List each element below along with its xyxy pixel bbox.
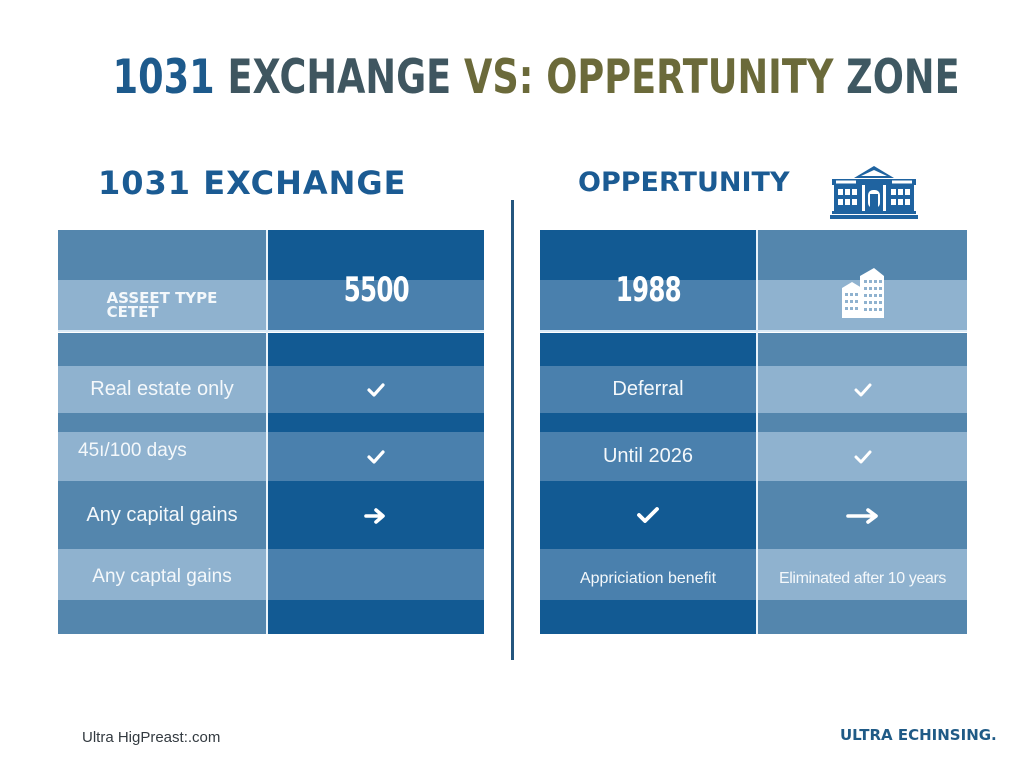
appreciation-benefit-text: Appriciation benefit [579, 570, 717, 587]
real-estate-cell: Real estate only [58, 366, 266, 413]
check-cell [540, 481, 756, 549]
arrow-right-icon [845, 507, 880, 525]
check-icon [854, 450, 872, 464]
exchange-col-criteria: ASSEET TYPE CETET Real estate only 45ı/1… [58, 230, 266, 634]
eliminated-text: Eliminated after 10 years [779, 570, 946, 587]
eliminated-cell: Eliminated after 10 years [758, 549, 967, 600]
exchange-1031-table: ASSEET TYPE CETET Real estate only 45ı/1… [58, 230, 484, 634]
opportunity-col-values: 1988 Deferral Until 2026 Appriciation be… [540, 230, 756, 634]
number-5500: 5500 [343, 270, 409, 310]
footer-website: Ultra HigPreast:.com [82, 729, 221, 746]
title-part-exchange: EXCHANGE [227, 50, 452, 105]
title-part-1031: 1031 [112, 50, 215, 105]
arrow-cell [758, 481, 967, 549]
check-icon [854, 383, 872, 397]
capital-gains-cell: Any capital gains [58, 481, 266, 549]
appreciation-cell: Appriciation benefit [540, 549, 756, 600]
asset-type-label-line1: ASSEET TYPE [106, 289, 218, 307]
center-divider [511, 200, 514, 660]
real-estate-only-text: Real estate only [90, 378, 234, 400]
opportunity-zone-table: 1988 Deferral Until 2026 Appriciation be… [540, 230, 967, 634]
title-part-vs-opportunity: VS: OPPERTUNITY [463, 50, 834, 105]
capital-gains-cell-2: Any captal gains [58, 549, 266, 600]
days-cell: 45ı/100 days [58, 432, 266, 481]
capital-gains-text: Any capital gains [86, 503, 238, 526]
until-2026-text: Until 2026 [602, 445, 694, 467]
title-part-zone: ZONE [846, 50, 960, 105]
deferral-text: Deferral [612, 378, 684, 400]
days-text: 45ı/100 days [78, 440, 187, 461]
asset-type-cell: ASSEET TYPE CETET [58, 280, 266, 330]
main-title: 1031 EXCHANGE VS: OPPERTUNITY ZONE [112, 50, 960, 105]
column-separator [756, 230, 758, 634]
building-icon-cell [758, 268, 967, 330]
row-separator [540, 330, 967, 332]
asset-type-label-line2: CETET [106, 303, 159, 321]
right-section-heading: OPPERTUNITY [578, 167, 790, 198]
check-icon [367, 449, 385, 464]
left-section-heading: 1031 EXCHANGE [98, 164, 407, 202]
footer-brand: ULTRA ECHINSING. [840, 726, 997, 744]
opportunity-col-criteria: Eliminated after 10 years [758, 230, 967, 634]
government-building-icon [830, 164, 918, 220]
check-icon [637, 507, 659, 523]
real-estate-check-cell [268, 366, 484, 413]
capital-gains-arrow-cell [268, 481, 484, 549]
days-check-cell [268, 432, 484, 481]
deferral-cell: Deferral [540, 366, 756, 413]
column-separator [266, 230, 268, 634]
capital-gains-text-2: Any captal gains [92, 566, 232, 587]
until-2026-cell: Until 2026 [540, 432, 756, 481]
number-1988: 1988 [615, 270, 681, 310]
number-1988-cell: 1988 [540, 270, 756, 330]
deferral-check-cell [758, 366, 967, 413]
office-building-icon [840, 266, 886, 318]
arrow-right-icon [364, 507, 388, 525]
number-5500-cell: 5500 [268, 270, 484, 330]
exchange-col-values: 5500 [268, 230, 484, 634]
row-separator [58, 330, 484, 332]
until-check-cell [758, 432, 967, 481]
check-icon [367, 382, 385, 397]
